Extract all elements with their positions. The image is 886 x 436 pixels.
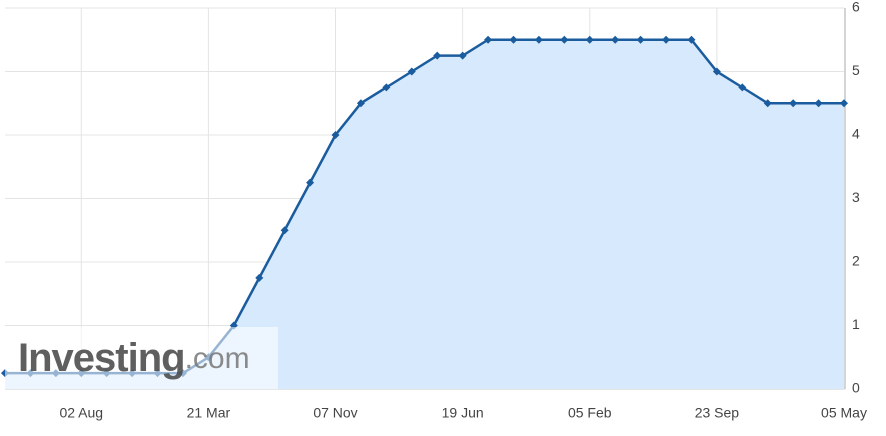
marker xyxy=(789,99,798,108)
y-tick-label: 3 xyxy=(852,189,860,205)
marker xyxy=(840,99,848,108)
marker xyxy=(712,67,721,76)
y-tick-label: 6 xyxy=(852,0,860,15)
x-tick-label: 05 Feb xyxy=(568,405,612,421)
marker xyxy=(433,51,442,60)
marker xyxy=(814,99,823,108)
y-tick-label: 2 xyxy=(852,253,860,269)
area-fill xyxy=(5,39,844,389)
marker xyxy=(280,226,289,235)
marker xyxy=(560,35,569,44)
watermark: Investing.com xyxy=(18,336,250,380)
marker xyxy=(738,83,747,92)
marker xyxy=(458,51,467,60)
y-tick-label: 4 xyxy=(852,126,860,142)
marker xyxy=(382,83,391,92)
y-tick-label: 0 xyxy=(852,380,860,396)
marker xyxy=(534,35,543,44)
marker xyxy=(636,35,645,44)
x-tick-label: 07 Nov xyxy=(313,405,357,421)
watermark-suffix: .com xyxy=(185,342,250,375)
marker xyxy=(407,67,416,76)
marker xyxy=(763,99,772,108)
y-tick-label: 1 xyxy=(852,316,860,332)
x-tick-label: 05 May xyxy=(821,405,867,421)
x-tick-label: 21 Mar xyxy=(187,405,231,421)
marker xyxy=(331,131,340,139)
x-tick-label: 02 Aug xyxy=(59,405,103,421)
marker xyxy=(662,35,671,44)
marker xyxy=(585,35,594,44)
watermark-brand: Investing xyxy=(18,336,185,380)
marker xyxy=(356,99,365,108)
marker xyxy=(255,273,264,282)
x-tick-label: 23 Sep xyxy=(695,405,740,421)
y-tick-label: 5 xyxy=(852,62,860,78)
marker xyxy=(484,35,493,44)
x-tick-label: 19 Jun xyxy=(442,405,484,421)
watermark-box xyxy=(5,327,278,389)
marker xyxy=(306,178,315,187)
marker xyxy=(509,35,518,44)
marker xyxy=(687,35,696,44)
marker xyxy=(611,35,620,44)
